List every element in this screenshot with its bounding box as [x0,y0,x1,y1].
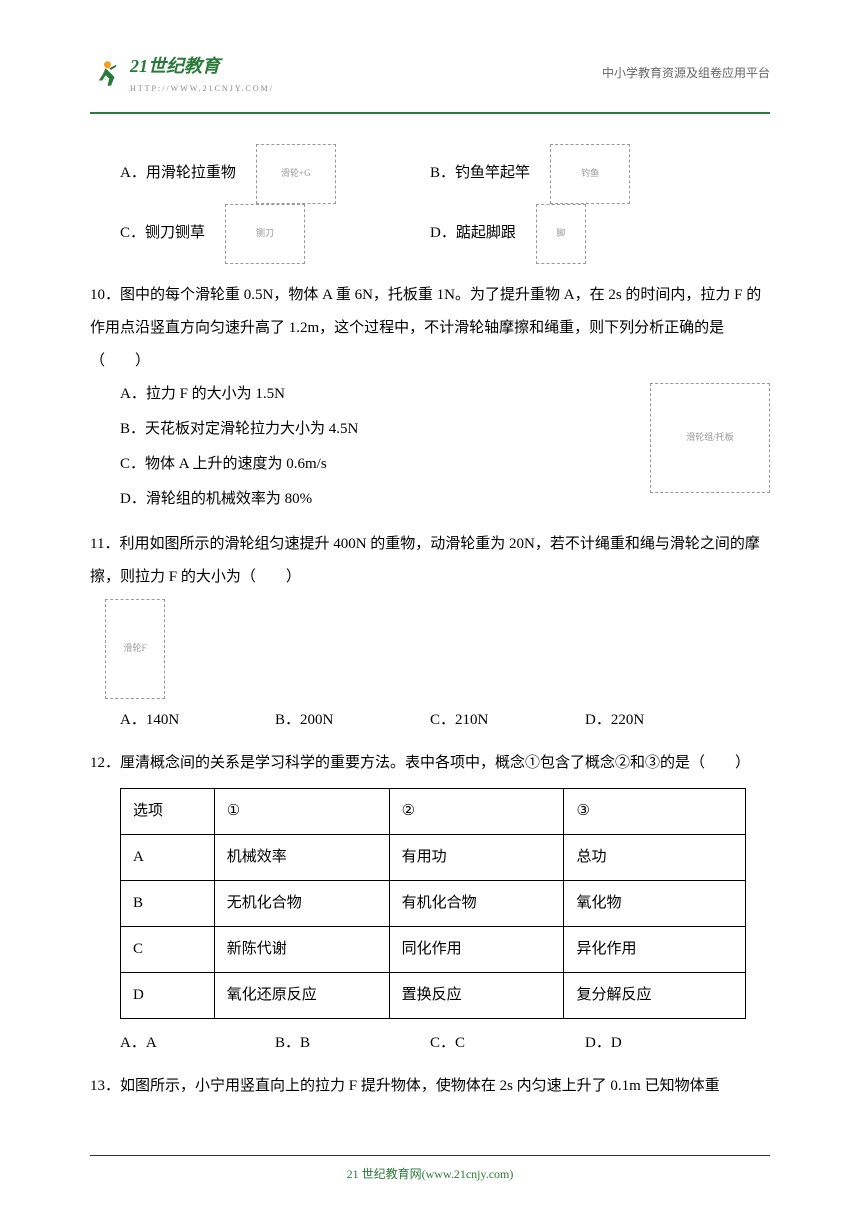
q12-optA: A．A [120,1027,275,1060]
q11-diagram: 滑轮F [105,599,165,699]
q11-optC: C．210N [430,704,585,737]
q12-optD: D．D [585,1027,740,1060]
table-row: D 氧化还原反应 置换反应 复分解反应 [121,972,746,1018]
q10-optD: D．滑轮组的机械效率为 80% [120,483,650,516]
q12-optC: C．C [430,1027,585,1060]
q12: 12．厘清概念间的关系是学习科学的重要方法。表中各项中，概念①包含了概念②和③的… [90,747,770,1060]
q9-row2: C．铡刀铡草 铡刀 D．踮起脚跟 脚 [90,204,770,264]
q9-optD-diagram: 脚 [536,204,586,264]
q9-optA-diagram: 滑轮+G [256,144,336,204]
th-1: ① [214,788,389,834]
q11-optA: A．140N [120,704,275,737]
q11-optB: B．200N [275,704,430,737]
footer-url: (www.21cnjy.com) [422,1167,514,1181]
q9-optB: B．钓鱼竿起竿 [430,157,530,190]
footer-main: 21 世纪教育网 [347,1167,422,1181]
q12-answers: A．A B．B C．C D．D [90,1027,770,1060]
content-area: A．用滑轮拉重物 滑轮+G B．钓鱼竿起竿 钓鱼 C．铡刀铡草 铡刀 D．踮起脚… [90,144,770,1103]
q10-text: 10．图中的每个滑轮重 0.5N，物体 A 重 6N，托板重 1N。为了提升重物… [90,279,770,378]
header-divider [90,112,770,114]
q13-text: 13．如图所示，小宁用竖直向上的拉力 F 提升物体，使物体在 2s 内匀速上升了… [90,1070,770,1103]
page-footer: 21 世纪教育网(www.21cnjy.com) [90,1155,770,1186]
q9-row1: A．用滑轮拉重物 滑轮+G B．钓鱼竿起竿 钓鱼 [90,144,770,204]
table-row: B 无机化合物 有机化合物 氧化物 [121,880,746,926]
table-row: A 机械效率 有用功 总功 [121,834,746,880]
q10-optA: A．拉力 F 的大小为 1.5N [120,378,650,411]
runner-icon [90,56,125,91]
table-header-row: 选项 ① ② ③ [121,788,746,834]
q10-optC: C．物体 A 上升的速度为 0.6m/s [120,448,650,481]
q9-optC-diagram: 铡刀 [225,204,305,264]
logo-text-cn: 21世纪教育 [130,56,220,76]
table-row: C 新陈代谢 同化作用 异化作用 [121,926,746,972]
q9-optD: D．踮起脚跟 [430,217,516,250]
q11-answers: A．140N B．200N C．210N D．220N [90,704,770,737]
q11-text: 11．利用如图所示的滑轮组匀速提升 400N 的重物，动滑轮重为 20N，若不计… [90,528,770,594]
th-2: ② [389,788,564,834]
q9-optA: A．用滑轮拉重物 [90,157,236,190]
page-header: 21世纪教育 HTTP://WWW.21CNJY.COM/ 中小学教育资源及组卷… [90,50,770,97]
q10-optB: B．天花板对定滑轮拉力大小为 4.5N [120,413,650,446]
q11-optD: D．220N [585,704,740,737]
q9-optB-diagram: 钓鱼 [550,144,630,204]
th-3: ③ [564,788,745,834]
q10-options: A．拉力 F 的大小为 1.5N B．天花板对定滑轮拉力大小为 4.5N C．物… [90,378,650,518]
q10: 10．图中的每个滑轮重 0.5N，物体 A 重 6N，托板重 1N。为了提升重物… [90,279,770,518]
q12-table: 选项 ① ② ③ A 机械效率 有用功 总功 B 无机化合物 有机化合物 氧化物… [120,788,746,1019]
th-0: 选项 [121,788,215,834]
q11: 11．利用如图所示的滑轮组匀速提升 400N 的重物，动滑轮重为 20N，若不计… [90,528,770,737]
q13: 13．如图所示，小宁用竖直向上的拉力 F 提升物体，使物体在 2s 内匀速上升了… [90,1070,770,1103]
logo-text-en: HTTP://WWW.21CNJY.COM/ [130,82,274,96]
logo-area: 21世纪教育 HTTP://WWW.21CNJY.COM/ [90,50,274,97]
q12-optB: B．B [275,1027,430,1060]
header-subtitle: 中小学教育资源及组卷应用平台 [602,63,770,85]
q9-optC: C．铡刀铡草 [90,217,205,250]
q12-text: 12．厘清概念间的关系是学习科学的重要方法。表中各项中，概念①包含了概念②和③的… [90,747,770,780]
q10-diagram: 滑轮组/托板 [650,383,770,493]
